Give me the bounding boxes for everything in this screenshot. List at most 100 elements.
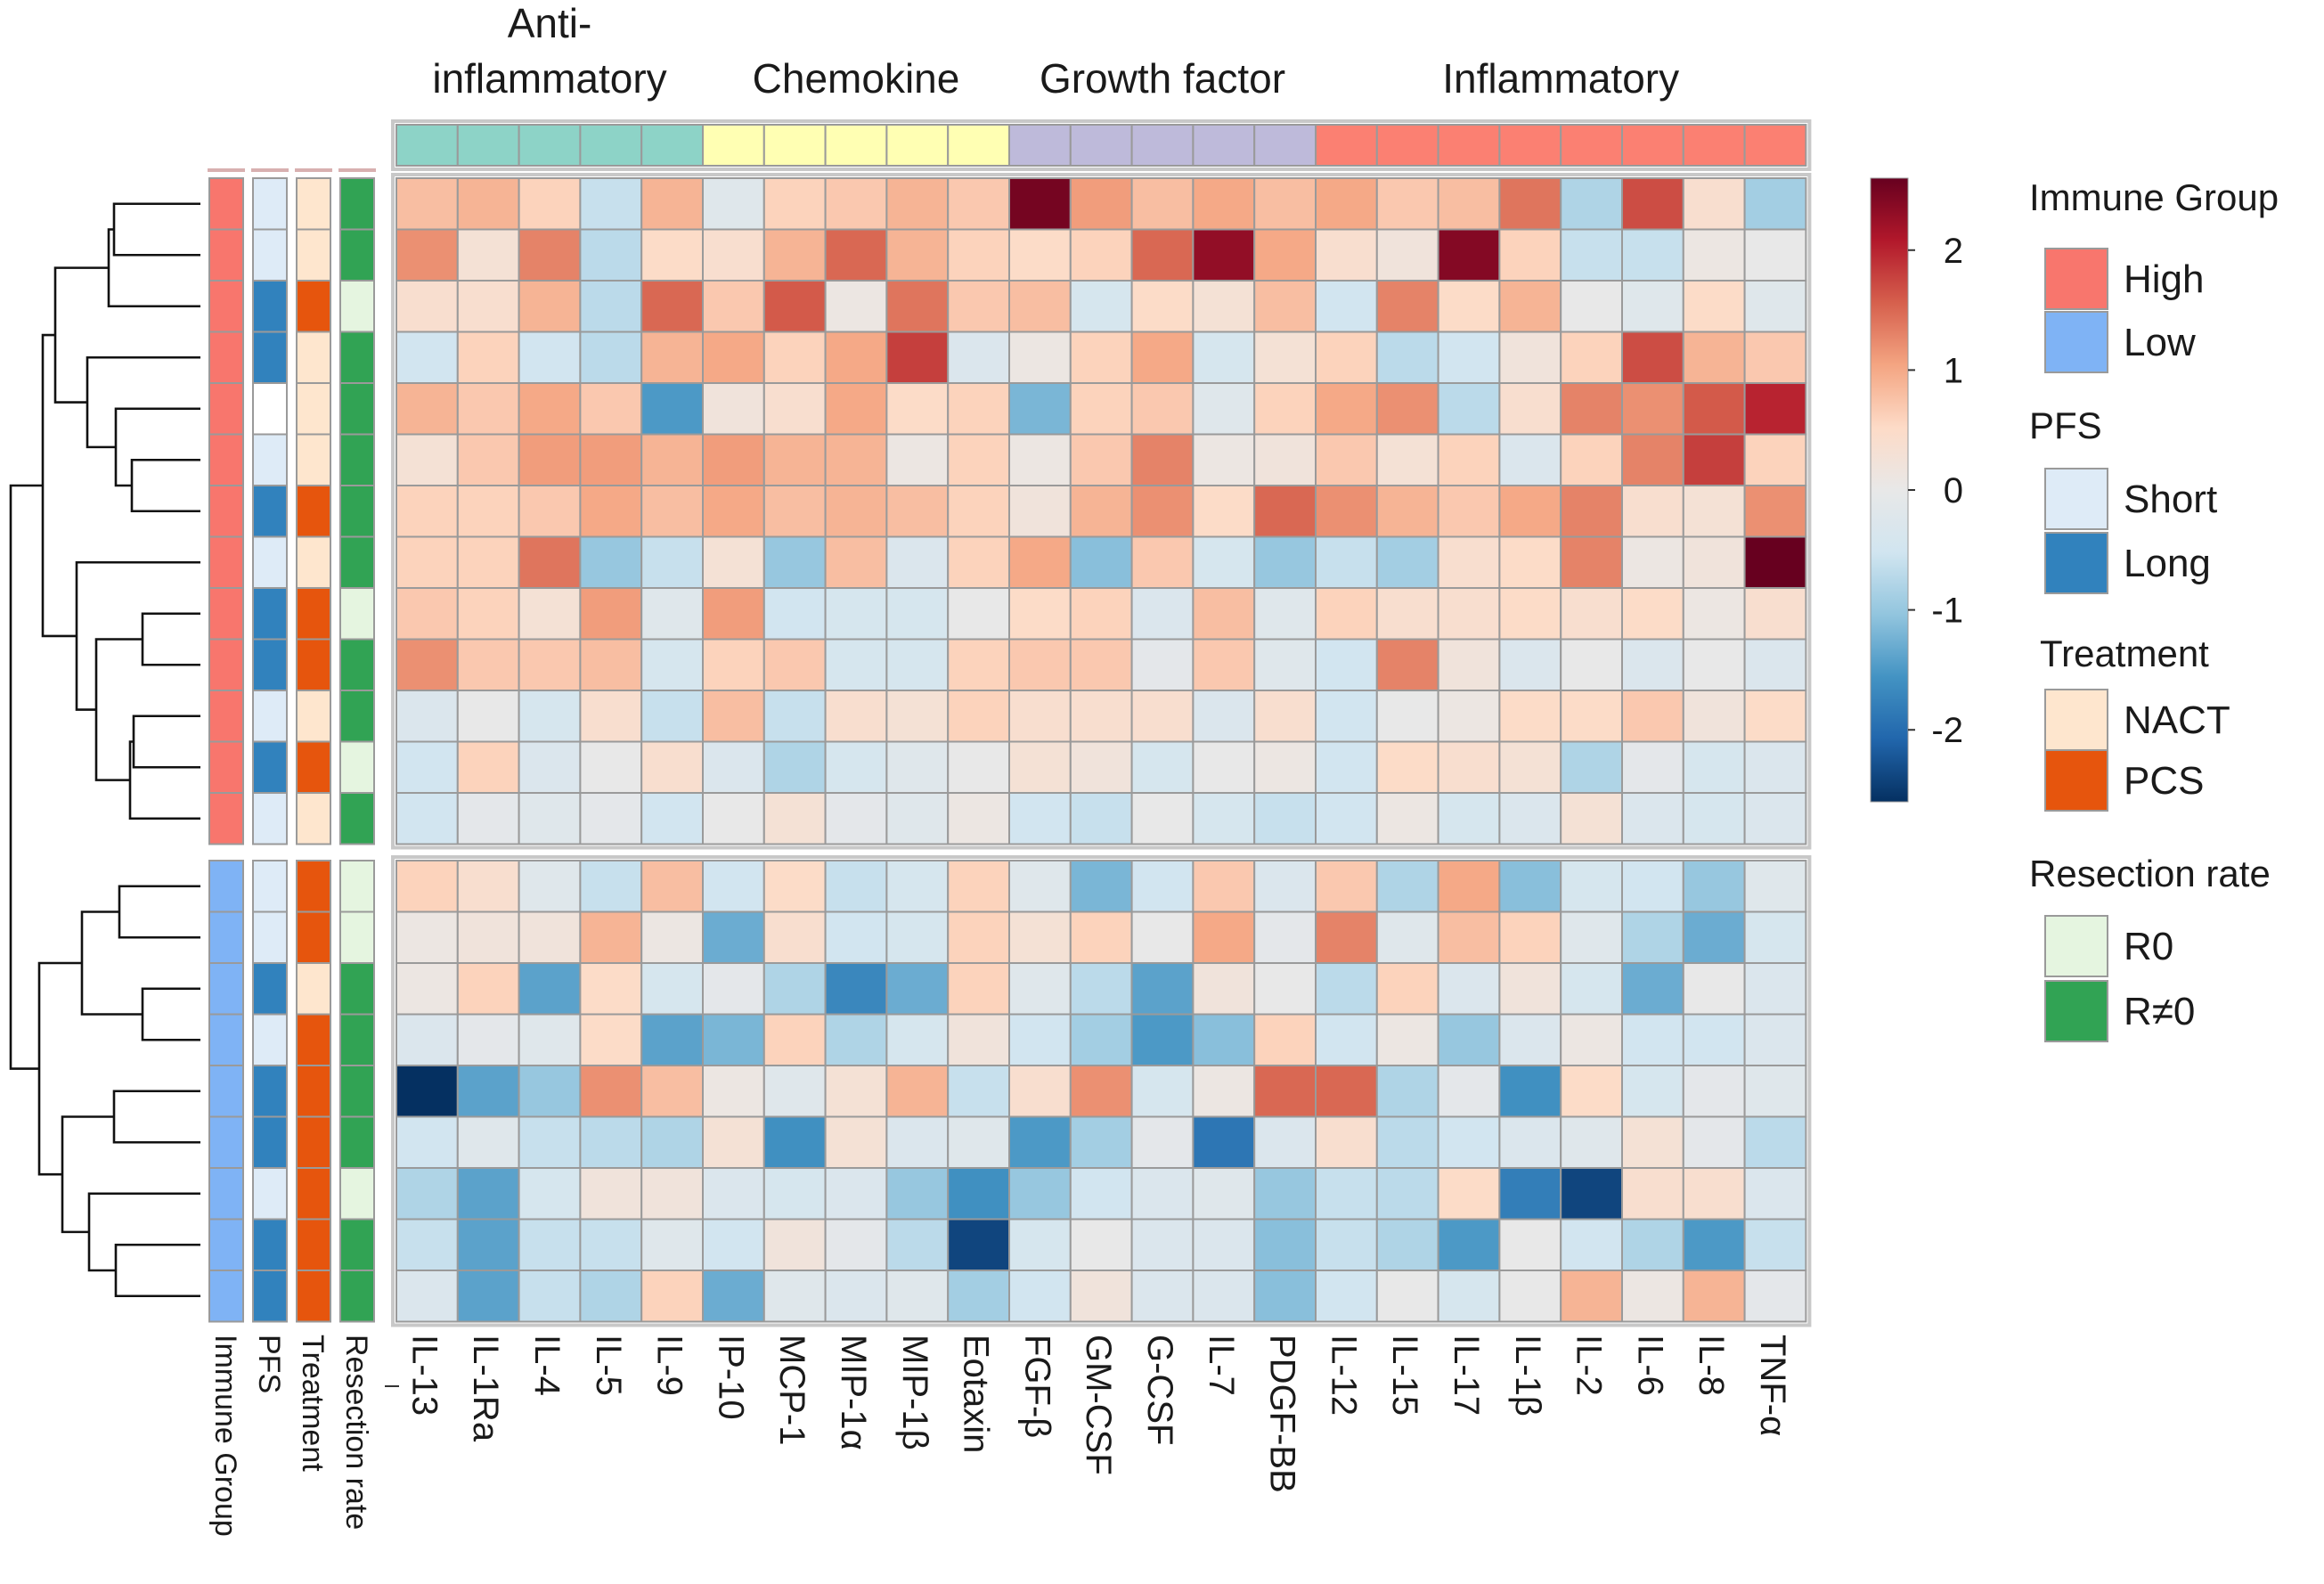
heatmap-cell bbox=[1008, 228, 1072, 282]
annotation-cell-resection bbox=[339, 587, 375, 641]
heatmap-cell bbox=[702, 587, 765, 641]
heatmap-cell bbox=[1253, 1065, 1317, 1118]
heatmap-cell bbox=[1008, 740, 1072, 794]
heatmap-cell bbox=[1315, 1218, 1378, 1271]
heatmap-cell bbox=[702, 433, 765, 486]
heatmap-cell bbox=[395, 910, 459, 964]
heatmap-cell bbox=[1315, 740, 1378, 794]
heatmap-cell bbox=[1743, 1167, 1807, 1221]
heatmap-cell bbox=[1130, 1270, 1195, 1323]
heatmap-cell bbox=[824, 228, 888, 282]
heatmap-cell bbox=[1315, 1167, 1378, 1221]
heatmap-cell bbox=[1253, 962, 1317, 1016]
heatmap-cell bbox=[1253, 382, 1317, 436]
heatmap-cell bbox=[1560, 485, 1623, 538]
heatmap-cell bbox=[1008, 280, 1072, 333]
legend-item-label: R≠0 bbox=[2124, 990, 2195, 1033]
annotation-cell-treatment bbox=[296, 485, 331, 538]
heatmap-cell bbox=[395, 382, 459, 436]
column-group-cell bbox=[1008, 124, 1072, 167]
heatmap-cell bbox=[947, 1218, 1010, 1271]
heatmap-cell bbox=[885, 228, 950, 282]
heatmap-cell bbox=[1315, 962, 1378, 1016]
annotation-label: Treatment bbox=[296, 1335, 330, 1472]
heatmap-cell bbox=[947, 587, 1010, 641]
heatmap-cell bbox=[1315, 331, 1378, 384]
heatmap-cell bbox=[1621, 587, 1684, 641]
heatmap-cell bbox=[518, 860, 582, 913]
heatmap-cell bbox=[579, 177, 643, 231]
heatmap-cell bbox=[518, 962, 582, 1016]
heatmap-cell bbox=[1682, 587, 1746, 641]
heatmap-cell bbox=[1743, 962, 1807, 1016]
heatmap-cell bbox=[1375, 280, 1439, 333]
heatmap-cell bbox=[518, 228, 582, 282]
annotation-cell-immune bbox=[208, 792, 244, 845]
annotation-cell-treatment bbox=[296, 1013, 331, 1066]
heatmap-cell bbox=[1008, 382, 1072, 436]
heatmap-cell bbox=[1315, 177, 1378, 231]
heatmap-cell bbox=[885, 485, 950, 538]
heatmap-cell bbox=[885, 535, 950, 589]
heatmap-cell bbox=[824, 382, 888, 436]
column-label: IL-15 bbox=[1385, 1335, 1424, 1416]
heatmap-cell bbox=[1621, 228, 1684, 282]
heatmap-cell bbox=[1008, 485, 1072, 538]
heatmap-cell bbox=[1375, 382, 1439, 436]
dendrogram-branch bbox=[132, 714, 200, 769]
heatmap-cell bbox=[1682, 228, 1746, 282]
heatmap-cell bbox=[885, 740, 950, 794]
heatmap-cell bbox=[1437, 587, 1501, 641]
annotation-cell-treatment bbox=[296, 638, 331, 691]
heatmap-cell bbox=[947, 962, 1010, 1016]
heatmap-cell bbox=[1498, 1218, 1562, 1271]
heatmap-cell bbox=[1253, 1013, 1317, 1066]
heatmap-cell bbox=[640, 485, 705, 538]
heatmap-cell bbox=[1375, 910, 1439, 964]
heatmap-cell bbox=[885, 1013, 950, 1066]
heatmap-cell bbox=[1621, 433, 1684, 486]
heatmap-cell bbox=[1621, 1115, 1684, 1169]
heatmap-cell bbox=[518, 792, 582, 845]
heatmap-cell bbox=[947, 910, 1010, 964]
heatmap-cell bbox=[702, 177, 765, 231]
heatmap-cell bbox=[518, 1218, 582, 1271]
heatmap-cell bbox=[1253, 433, 1317, 486]
heatmap-cell bbox=[518, 1115, 582, 1169]
heatmap-cell bbox=[702, 1167, 765, 1221]
heatmap-cell bbox=[1192, 690, 1256, 743]
column-group-cell bbox=[1192, 124, 1256, 167]
heatmap-cell bbox=[1253, 740, 1317, 794]
heatmap-cell bbox=[579, 740, 643, 794]
heatmap-cell bbox=[640, 1218, 705, 1271]
heatmap-cell bbox=[885, 587, 950, 641]
annotation-cell-treatment bbox=[296, 331, 331, 384]
heatmap-cell bbox=[1437, 638, 1501, 691]
annotation-cell-treatment bbox=[296, 382, 331, 436]
heatmap-cell bbox=[456, 1270, 520, 1323]
heatmap-cell bbox=[762, 910, 827, 964]
heatmap-cell bbox=[1375, 1115, 1439, 1169]
annotation-cell-immune bbox=[208, 740, 244, 794]
annotation-cell-resection bbox=[339, 1013, 375, 1066]
heatmap-cell bbox=[824, 638, 888, 691]
annotation-cell-pfs bbox=[252, 690, 288, 743]
annotation-cell-pfs bbox=[252, 638, 288, 691]
heatmap-cell bbox=[1437, 485, 1501, 538]
heatmap-cell bbox=[1560, 1013, 1623, 1066]
annotation-cell-pfs bbox=[252, 860, 288, 913]
heatmap-cell bbox=[1253, 587, 1317, 641]
heatmap-cell bbox=[1315, 433, 1378, 486]
heatmap-cell bbox=[456, 792, 520, 845]
heatmap-cell bbox=[702, 1218, 765, 1271]
dendrogram-branch bbox=[130, 458, 200, 513]
annotation-cell-treatment bbox=[296, 228, 331, 282]
heatmap-cell bbox=[1560, 690, 1623, 743]
heatmap-cell bbox=[456, 535, 520, 589]
heatmap-cell bbox=[518, 1065, 582, 1118]
legend-swatch bbox=[2044, 248, 2108, 310]
annotation-cell-resection bbox=[339, 1115, 375, 1169]
annotation-cell-pfs bbox=[252, 535, 288, 589]
annotation-cell-immune bbox=[208, 962, 244, 1016]
heatmap-cell bbox=[1437, 690, 1501, 743]
